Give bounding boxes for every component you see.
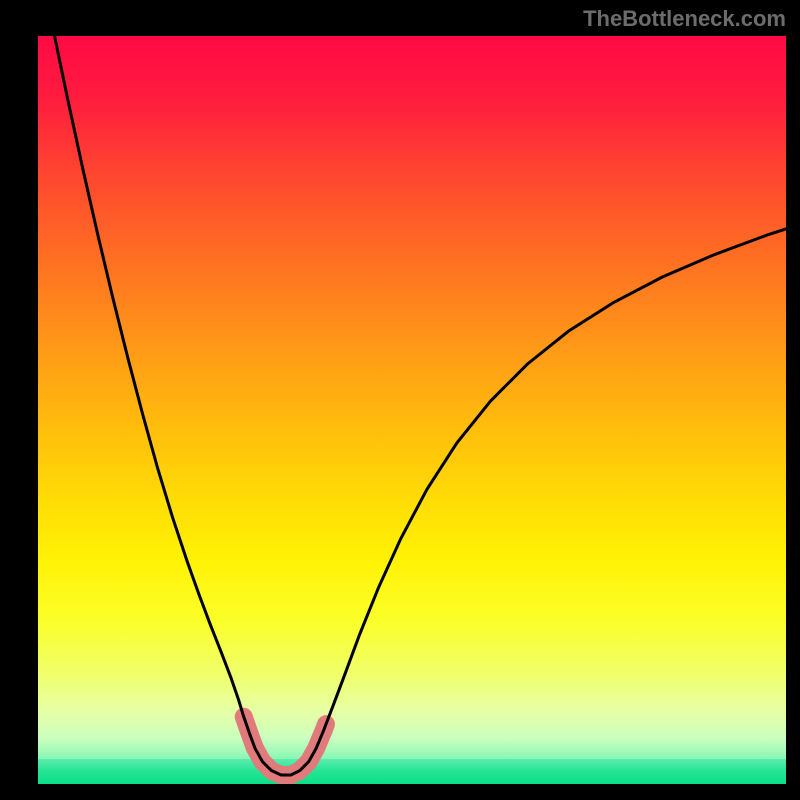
watermark-text: TheBottleneck.com [583,6,786,32]
chart-svg-layer [38,36,786,784]
bottleneck-curve [38,0,786,775]
highlighted-optimal-region [244,717,326,775]
chart-plot-area [38,36,786,784]
